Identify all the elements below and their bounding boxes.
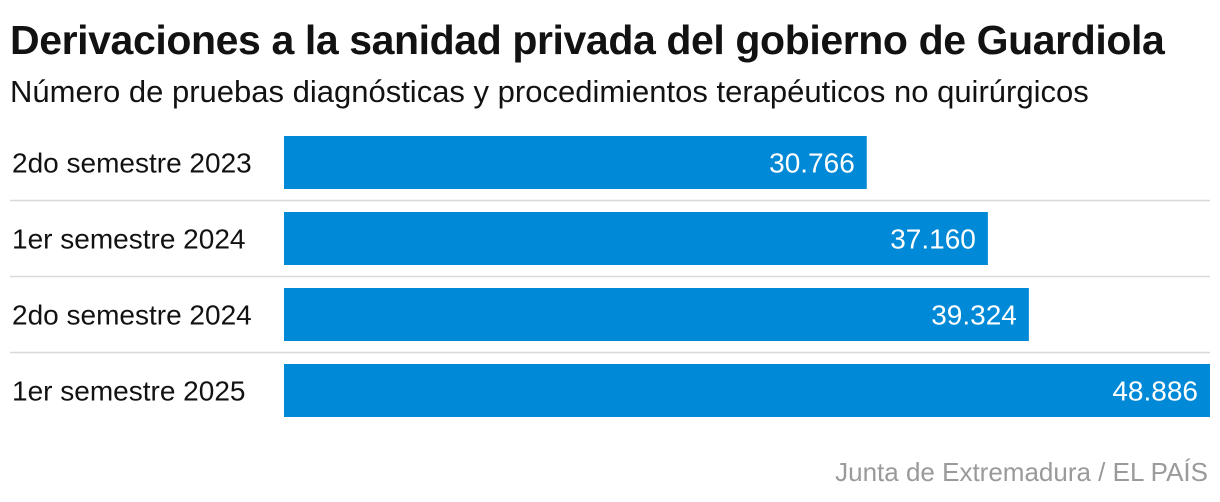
- category-label: 1er semestre 2024: [12, 224, 245, 255]
- bar: [284, 288, 1029, 341]
- bar: [284, 212, 988, 265]
- category-label: 2do semestre 2024: [12, 300, 252, 331]
- bar-value-label: 37.160: [890, 224, 976, 255]
- bar-value-label: 30.766: [769, 148, 855, 179]
- category-label: 1er semestre 2025: [12, 376, 245, 407]
- category-label: 2do semestre 2023: [12, 148, 252, 179]
- chart-title: Derivaciones a la sanidad privada del go…: [10, 17, 1165, 63]
- chart-subtitle: Número de pruebas diagnósticas y procedi…: [10, 74, 1089, 109]
- bar: [284, 364, 1210, 417]
- bar-value-label: 39.324: [931, 300, 1017, 331]
- bar: [284, 136, 867, 189]
- source-credit: Junta de Extremadura / EL PAÍS: [835, 457, 1208, 487]
- bar-chart: 2do semestre 2023 30.766 1er semestre 2024…: [10, 136, 1210, 417]
- bar-value-label: 48.886: [1112, 376, 1198, 407]
